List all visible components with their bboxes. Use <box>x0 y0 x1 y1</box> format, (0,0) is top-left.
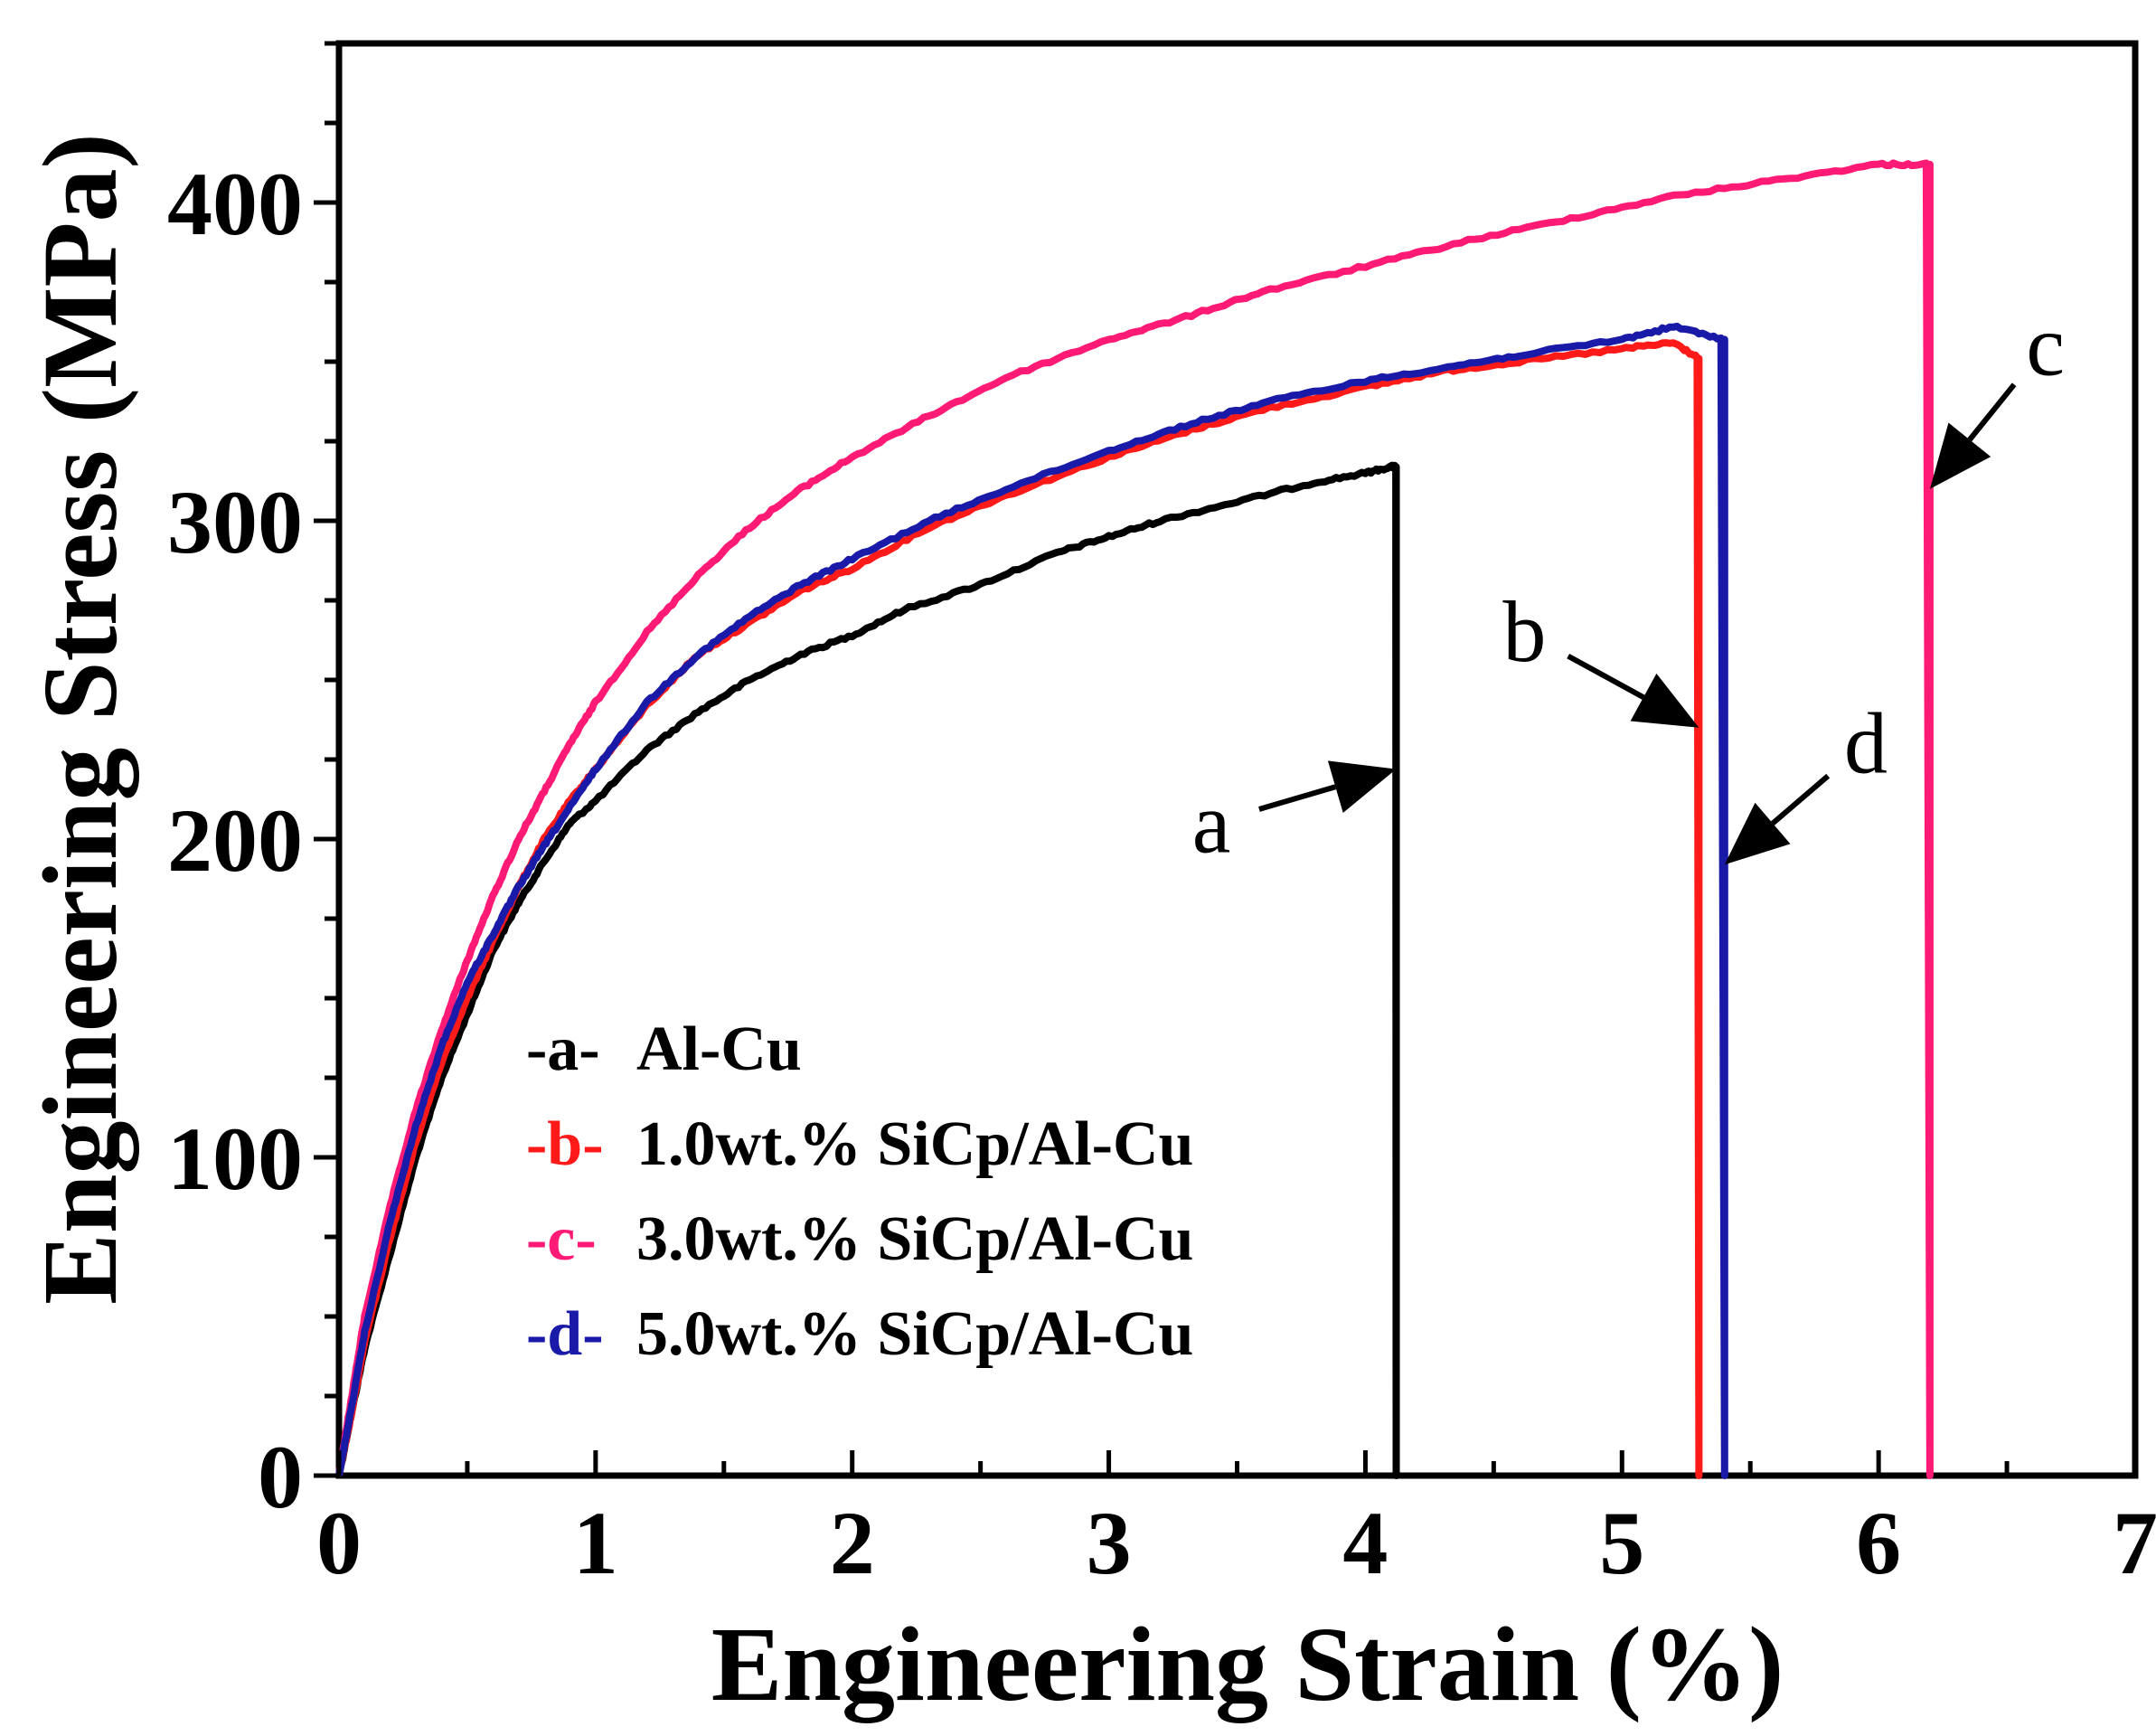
y-tick-label: 400 <box>167 154 303 254</box>
y-tick-label: 300 <box>167 472 303 572</box>
x-tick-label: 1 <box>573 1493 618 1593</box>
arrow-b-shaft <box>1567 653 1645 700</box>
legend-marker-a: -a- <box>526 1014 600 1084</box>
x-tick-label: 3 <box>1087 1493 1132 1593</box>
annotation-label-a: a <box>1192 774 1231 871</box>
y-tick-label: 100 <box>167 1109 303 1209</box>
x-tick-label: 0 <box>316 1493 362 1593</box>
y-tick-label: 200 <box>167 790 303 891</box>
legend-label-b: 1.0wt.% SiCp/Al-Cu <box>636 1109 1193 1179</box>
curve-annotations: a b c d <box>1192 297 2065 871</box>
x-axis-title: Engineering Strain (%) <box>711 1605 1784 1723</box>
legend: -a- Al-Cu -b- 1.0wt.% SiCp/Al-Cu -c- 3.0wt.% … <box>526 1014 1193 1369</box>
arrow-c-head <box>1929 422 1991 489</box>
annotation-label-b: b <box>1502 583 1546 680</box>
legend-label-a: Al-Cu <box>636 1014 802 1084</box>
curve-c <box>335 159 1934 1479</box>
arrow-a-shaft <box>1258 784 1337 812</box>
axis-tick-labels: 0 1 2 3 4 5 6 7 0 100 200 300 400 <box>167 154 2156 1593</box>
series-curves <box>335 159 1934 1479</box>
y-axis-title: Engineering Stress (MPa) <box>21 133 139 1305</box>
arrow-d-head <box>1724 802 1791 865</box>
legend-marker-b: -b- <box>526 1109 604 1179</box>
legend-marker-c: -c- <box>526 1204 597 1274</box>
curve-a <box>335 461 1400 1479</box>
axis-ticks <box>314 41 2138 1478</box>
x-tick-label: 6 <box>1856 1493 1901 1593</box>
y-tick-label: 0 <box>258 1427 303 1527</box>
x-tick-label: 7 <box>2113 1493 2156 1593</box>
legend-label-d: 5.0wt.% SiCp/Al-Cu <box>636 1299 1193 1369</box>
x-tick-label: 2 <box>830 1493 875 1593</box>
arrow-c-shaft <box>1967 382 2017 442</box>
arrow-a-head <box>1327 760 1397 813</box>
legend-label-c: 3.0wt.% SiCp/Al-Cu <box>636 1204 1193 1274</box>
x-tick-label: 4 <box>1342 1493 1388 1593</box>
arrow-d-shaft <box>1771 773 1831 826</box>
annotation-label-c: c <box>2026 297 2065 393</box>
legend-marker-d: -d- <box>526 1299 604 1369</box>
curve-d <box>335 322 1728 1479</box>
arrow-b-head <box>1630 673 1699 728</box>
x-tick-label: 5 <box>1599 1493 1644 1593</box>
annotation-label-d: d <box>1844 694 1888 791</box>
